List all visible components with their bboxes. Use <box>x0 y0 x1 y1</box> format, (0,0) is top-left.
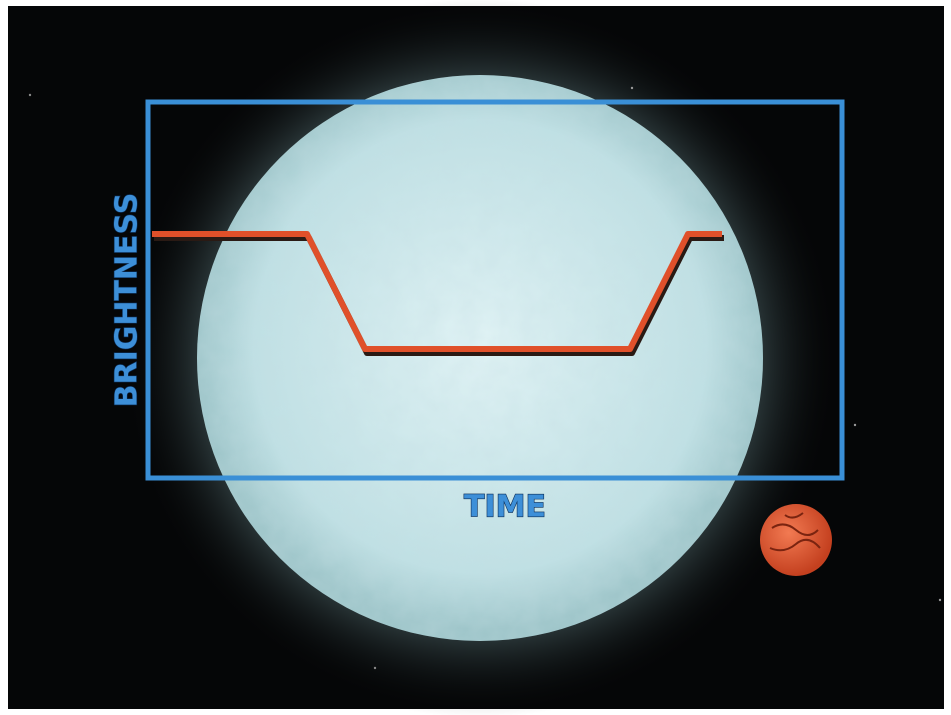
planet <box>760 504 832 576</box>
y-axis-label: BRIGHTNESS <box>110 193 145 408</box>
star-dot <box>938 598 942 602</box>
star-dot <box>28 93 32 97</box>
star-texture <box>197 75 763 641</box>
x-axis-label: TIME <box>464 490 546 525</box>
planet-bands <box>769 512 821 552</box>
star-dot <box>373 666 377 670</box>
graph-frame <box>145 99 845 481</box>
light-curve <box>152 231 722 352</box>
star-dot <box>630 86 634 90</box>
star-dot <box>853 423 857 427</box>
curve-shadow <box>154 235 724 356</box>
